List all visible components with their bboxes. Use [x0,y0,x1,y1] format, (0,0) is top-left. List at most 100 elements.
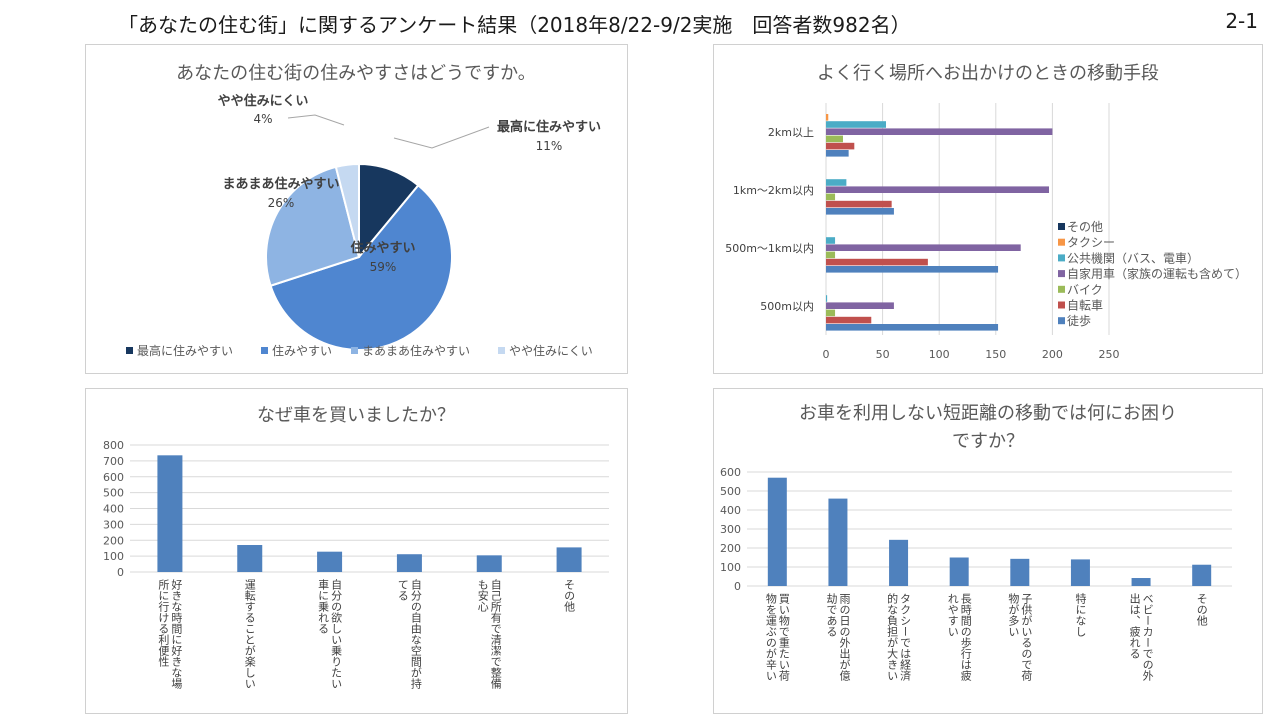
bar [826,179,847,186]
bar [949,557,969,586]
pie-slice [269,183,453,351]
y-category-label: 500m～1km以内 [725,241,814,255]
legend-label: 公共機関（バス、電車） [1067,250,1199,265]
legend-label: タクシー [1067,236,1115,250]
bar [826,200,892,208]
legend-swatch [351,347,358,354]
pie-value-label: 11% [536,139,563,153]
x-tick-label: 250 [1099,348,1120,361]
bar [826,244,1021,251]
car-reason-chart-panel: なぜ車を買いましたか？ 0 100 200 300 400 500 600 700 800 好きな… [85,388,628,714]
x-tick-label: 50 [876,348,890,361]
legend-label: 自転車 [1067,299,1103,313]
x-category-label: ベビーカーでの外 [1141,593,1154,682]
legend-label: 自家用車（家族の運転も含めて） [1067,266,1247,281]
pie-value-label: 59% [370,260,397,274]
y-tick-label: 200 [103,534,124,547]
x-category-label: 買い物で重たい荷 [777,593,790,682]
y-tick-label: 800 [103,439,124,452]
y-tick-label: 0 [117,566,124,579]
bar [826,302,894,309]
transport-chart: よく行く場所へお出かけのときの移動手段 2km以上 1km～2km以内 500m～1… [725,63,1247,361]
y-tick-label: 100 [720,561,741,574]
x-tick-label: 100 [929,348,950,361]
y-tick-label: 700 [103,455,124,468]
short-trip-chart-title-line2: ですか？ [952,431,1024,452]
x-tick-label: 0 [823,348,830,361]
bar [826,258,928,266]
bar [1131,578,1151,586]
bar [1192,564,1212,586]
y-tick-label: 400 [103,503,124,516]
y-tick-label: 200 [720,542,741,555]
legend-swatch [1058,285,1065,293]
y-category-label: 2km以上 [768,126,814,139]
pie-slice-label: まあまあ住みやすい [222,176,339,192]
x-tick-label: 150 [985,348,1006,361]
bar [826,186,1050,193]
legend-swatch [498,347,505,354]
pie-slice [265,165,361,287]
x-category-label: 自分の自由な空間が持 [409,579,422,690]
bar [556,547,582,572]
x-category-label: 的な負担が大きい [886,592,899,681]
y-tick-label: 600 [103,471,124,484]
bar [889,539,909,586]
y-tick-label: 500 [103,487,124,500]
x-category-label: その他 [563,579,576,612]
legend-swatch [1058,317,1065,325]
legend-label: 徒歩 [1067,313,1091,328]
bar [1010,558,1030,586]
short-trip-chart-title-line1: お車を利用しない短距離の移動では何にお困り [799,403,1177,424]
pie-chart-title: あなたの住む街の住みやすさはどうですか。 [176,63,536,84]
bar [396,554,422,572]
x-category-label: タクシーでは経済 [899,593,912,681]
legend-label: 最高に住みやすい [137,343,233,358]
bar [826,193,836,201]
y-tick-label: 500 [720,485,741,498]
legend-label: その他 [1067,220,1103,234]
bar [1070,559,1090,586]
x-category-label: 特になし [1074,592,1087,637]
y-tick-label: 600 [720,466,741,479]
page-title: 「あなたの住む街」に関するアンケート結果（2018年8/22-9/2実施 回答者… [118,13,911,37]
y-tick-label: 400 [720,504,741,517]
bar [828,498,848,586]
car-reason-chart-title: なぜ車を買いましたか？ [257,405,455,426]
x-category-label: 好きな時間に好きな場 [170,578,183,690]
y-category-label: 1km～2km以内 [733,183,814,197]
x-category-label: れやすい [946,593,959,637]
y-category-label: 500m以内 [760,299,814,313]
x-category-label: 子供がいるので荷 [1020,593,1033,682]
x-category-label: 自己所有で清潔で整備 [489,579,502,690]
bar [826,309,836,317]
x-category-label: 物を運ぶのが辛い [764,592,777,681]
bar [826,295,828,302]
bar [826,237,836,244]
pie-chart-panel: あなたの住む街の住みやすさはどうですか。 最高に住みやすい 11% 住みやすい 59%… [85,44,628,374]
bar [826,114,829,121]
bar [826,121,886,128]
bar [826,142,855,150]
pie-slice [334,162,360,258]
legend-label: バイク [1067,283,1103,297]
bar [767,477,787,586]
legend-swatch [1058,238,1065,246]
short-trip-chart: お車を利用しない短距離の移動では何にお困り ですか？ 0 100 200 300 400… [720,403,1232,682]
legend-label: まあまあ住みやすい [362,344,470,358]
bar [237,545,263,572]
x-category-label: 出は、疲れる [1128,592,1141,659]
x-category-label: 自分の欲しい乗りたい [330,579,343,689]
car-reason-chart: なぜ車を買いましたか？ 0 100 200 300 400 500 600 700 800 好きな… [103,405,609,690]
pie-leader-line [393,126,490,149]
bar [476,555,502,572]
legend-swatch [1058,223,1065,230]
x-category-label: その他 [1195,593,1208,626]
legend-swatch [1058,254,1065,262]
legend-swatch [126,347,133,354]
x-category-label: 物が多い [1007,592,1020,637]
bar [826,251,836,259]
x-category-label: 雨の日の外出が億 [838,593,851,681]
y-tick-label: 100 [103,550,124,563]
x-category-label: 劫である [825,593,838,637]
